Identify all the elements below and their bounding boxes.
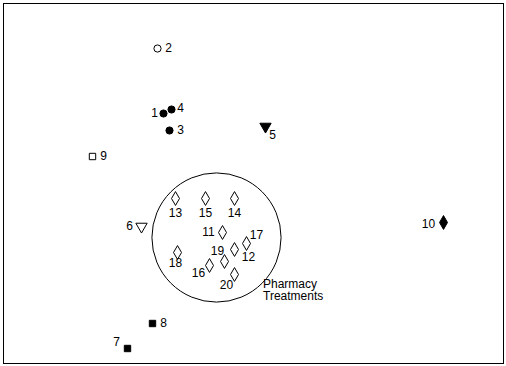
svg-text:6: 6 xyxy=(126,219,133,233)
svg-text:12: 12 xyxy=(242,250,256,264)
svg-text:18: 18 xyxy=(169,256,183,270)
svg-text:5: 5 xyxy=(269,128,276,142)
svg-text:10: 10 xyxy=(422,217,436,231)
svg-text:7: 7 xyxy=(113,335,120,349)
svg-text:15: 15 xyxy=(199,206,213,220)
svg-text:16: 16 xyxy=(192,266,206,280)
svg-text:20: 20 xyxy=(220,278,234,292)
svg-text:13: 13 xyxy=(169,206,183,220)
svg-text:2: 2 xyxy=(165,41,172,55)
svg-text:14: 14 xyxy=(228,206,242,220)
svg-text:19: 19 xyxy=(211,244,225,258)
svg-text:17: 17 xyxy=(250,228,264,242)
svg-text:8: 8 xyxy=(160,316,167,330)
svg-text:PharmacyTreatments: PharmacyTreatments xyxy=(263,277,323,303)
svg-text:4: 4 xyxy=(177,101,184,115)
svg-text:9: 9 xyxy=(100,149,107,163)
svg-text:11: 11 xyxy=(202,225,215,239)
svg-text:3: 3 xyxy=(177,123,184,137)
svg-text:1: 1 xyxy=(151,106,158,120)
